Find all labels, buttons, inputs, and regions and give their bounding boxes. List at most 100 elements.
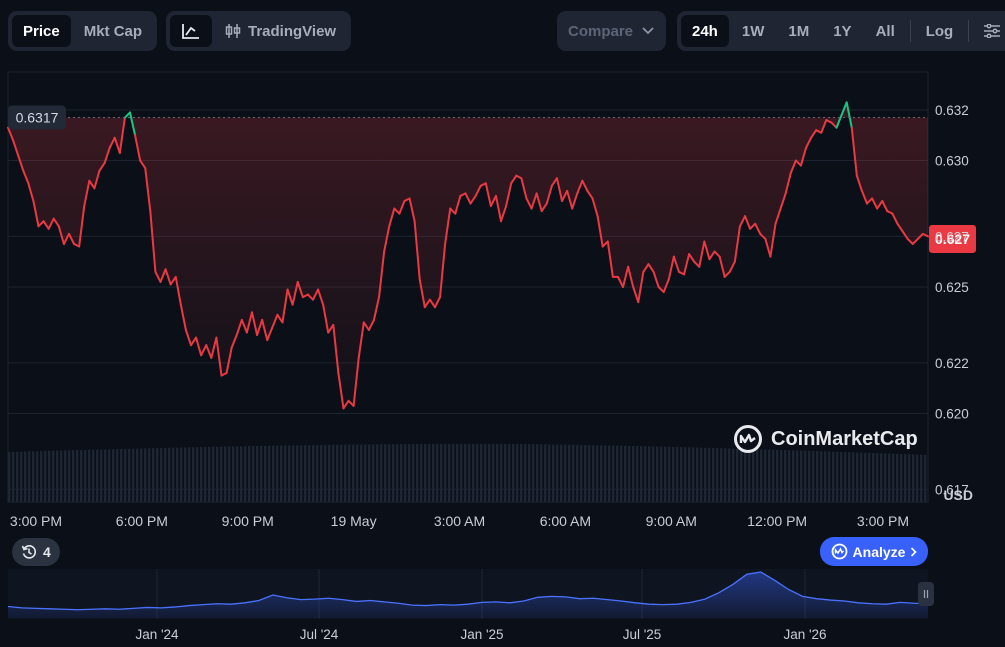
price-segment	[362, 321, 370, 331]
volume-bar	[556, 444, 559, 502]
volume-bar	[872, 453, 875, 502]
history-icon	[21, 545, 37, 559]
line-chart-button[interactable]	[170, 15, 212, 47]
price-segment	[525, 197, 533, 210]
price-segment	[545, 184, 553, 205]
price-segment	[703, 240, 711, 261]
volume-bar	[76, 450, 79, 502]
x-tick-label: 9:00 AM	[646, 513, 697, 529]
price-segment	[764, 237, 772, 258]
volume-bar	[376, 444, 379, 502]
volume-bar	[852, 452, 855, 502]
volume-bar	[676, 447, 679, 502]
volume-bar	[864, 452, 867, 502]
y-tick-label: 0.622	[935, 356, 969, 371]
volume-bar	[252, 446, 255, 502]
price-segment	[108, 136, 116, 149]
price-segment	[494, 194, 503, 223]
volume-bar	[232, 446, 235, 502]
log-scale-button[interactable]: Log	[925, 22, 954, 40]
price-segment	[128, 111, 137, 137]
price-segment	[118, 116, 126, 154]
tradingview-button[interactable]: TradingView	[214, 15, 347, 47]
price-segment	[759, 232, 767, 240]
volume-bar	[476, 444, 479, 502]
volume-bar	[784, 450, 787, 502]
volume-bar	[132, 448, 135, 502]
volume-bar	[860, 452, 863, 502]
volume-bar	[504, 444, 507, 502]
price-segment	[103, 146, 111, 165]
volume-bar	[740, 448, 743, 502]
volume-bar	[424, 444, 427, 502]
price-segment	[662, 278, 670, 294]
volume-bar	[372, 444, 375, 502]
toolbar-divider	[909, 20, 911, 42]
volume-bar	[212, 446, 215, 502]
volume-bar	[256, 446, 259, 502]
price-segment	[830, 121, 838, 129]
volume-bar	[520, 444, 523, 502]
volume-bar	[224, 446, 227, 502]
price-tab[interactable]: Price	[12, 15, 71, 47]
volume-bar	[712, 447, 715, 502]
volume-bar	[692, 447, 695, 502]
price-segment	[672, 255, 680, 273]
volume-bar	[56, 450, 59, 502]
price-segment	[723, 270, 731, 278]
price-segment	[42, 220, 50, 230]
price-chart[interactable]: 0.6317 0.627 0.632 0.630 0.627 0.625 0.622 0.…	[0, 60, 1005, 535]
price-segment	[657, 286, 665, 294]
price-segment	[860, 189, 869, 205]
price-segment	[342, 399, 350, 410]
volume-bar	[792, 450, 795, 502]
navigator-handle[interactable]	[918, 582, 934, 606]
volume-bar	[760, 449, 763, 502]
range-1y[interactable]: 1Y	[833, 22, 852, 40]
volume-bar	[776, 449, 779, 502]
range-1m[interactable]: 1M	[788, 22, 810, 40]
x-tick-label: 6:00 AM	[540, 513, 591, 529]
volume-bar	[268, 445, 271, 502]
price-segment	[530, 192, 538, 210]
price-segment	[535, 192, 543, 213]
price-segment	[489, 194, 497, 208]
price-segment	[78, 205, 86, 248]
volume-bar	[156, 448, 159, 502]
history-button[interactable]: 4	[12, 538, 60, 566]
navigator-chart[interactable]: Jan '24 Jul '24 Jan '25 Jul '25 Jan '26	[0, 560, 1005, 647]
volume-bar	[292, 445, 295, 502]
volume-bar	[460, 444, 463, 502]
price-segment	[464, 192, 472, 205]
volume-bar	[920, 454, 923, 502]
price-segment	[606, 240, 614, 278]
range-24h[interactable]: 24h	[681, 15, 729, 47]
mkt-cap-tab[interactable]: Mkt Cap	[83, 22, 143, 40]
volume-bar	[384, 444, 387, 502]
compare-dropdown[interactable]: Compare	[557, 11, 666, 51]
price-segment	[769, 222, 777, 258]
volume-bar	[16, 451, 19, 502]
price-segment	[561, 189, 569, 202]
range-1w[interactable]: 1W	[741, 22, 765, 40]
analyze-button[interactable]: Analyze	[820, 537, 928, 566]
x-tick-label: 3:00 AM	[434, 513, 485, 529]
volume-bar	[176, 447, 179, 502]
volume-bar	[344, 444, 347, 502]
range-all[interactable]: All	[875, 22, 895, 40]
volume-bar	[288, 445, 291, 502]
volume-bar	[508, 444, 511, 502]
price-segment	[789, 159, 797, 175]
volume-bar	[340, 444, 343, 502]
price-segment	[911, 237, 919, 245]
volume-bar	[420, 444, 423, 502]
volume-bar	[296, 445, 299, 502]
volume-bar	[708, 447, 711, 502]
volume-bar	[284, 445, 287, 502]
price-segment	[520, 177, 528, 200]
price-segment	[805, 136, 813, 149]
settings-button[interactable]	[973, 15, 1005, 47]
volume-bar	[576, 444, 579, 502]
price-segment	[88, 179, 96, 190]
volume-bar	[408, 444, 411, 502]
